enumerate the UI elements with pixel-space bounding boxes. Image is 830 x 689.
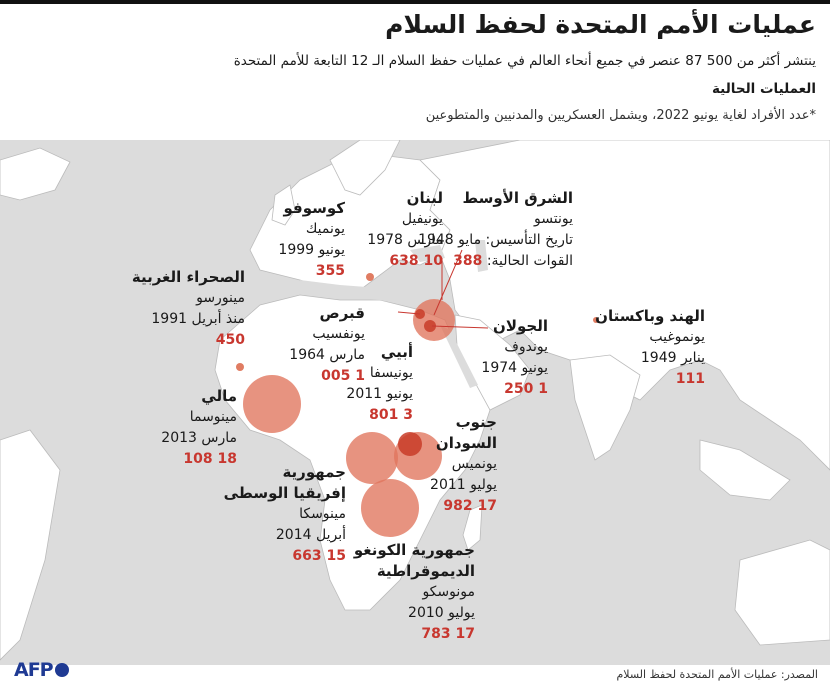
cyprus-name: قبرص [319, 304, 365, 322]
south-sudan-name-1: جنوب [455, 413, 497, 431]
india-pakistan-value: 111 [675, 371, 705, 387]
kosovo-date: يونيو 1999 [278, 242, 345, 258]
cyprus-value: 1 005 [321, 368, 365, 384]
cyprus-date: مارس 1964 [289, 347, 365, 363]
kosovo-name: كوسوفو [283, 199, 345, 217]
kosovo-value: 355 [315, 263, 345, 279]
south-sudan-date: يوليو 2011 [430, 477, 497, 493]
footnote: *عدد الأفراد لغاية يونيو 2022، ويشمل الع… [425, 108, 816, 123]
golan-value: 1 250 [504, 381, 548, 397]
section-heading: العمليات الحالية [712, 81, 816, 97]
abyei-name: أبيي [380, 343, 413, 361]
car-date: أبريل 2014 [275, 527, 346, 543]
bubble-golan[interactable] [424, 320, 436, 332]
bubble-lebanon[interactable] [413, 299, 455, 341]
middle-east-forces-label: القوات الحالية: [486, 253, 573, 269]
south-sudan-code: يونميس [451, 456, 497, 472]
mali-date: مارس 2013 [161, 430, 237, 446]
middle-east-name: الشرق الأوسط [462, 189, 573, 207]
label-mali: مالي مينوسما مارس 2013 18 108 [161, 386, 237, 470]
western-sahara-code: مينورسو [196, 290, 245, 306]
western-sahara-name: الصحراء الغربية [131, 268, 245, 286]
bubble-drc[interactable] [361, 479, 419, 537]
golan-date: يونيو 1974 [481, 360, 548, 376]
dot-india-pakistan[interactable] [593, 317, 599, 323]
lebanon-code: يونيفيل [401, 211, 443, 227]
abyei-code: يونيسفا [369, 365, 413, 381]
label-golan: الجولان يوندوف يونيو 1974 1 250 [481, 316, 548, 400]
bubble-mali[interactable] [243, 375, 301, 433]
car-value: 15 663 [292, 548, 346, 564]
label-abyei: أبيي يونيسفا يونيو 2011 3 801 [346, 342, 413, 426]
label-south-sudan: جنوب السودان يونميس يوليو 2011 17 982 [430, 412, 497, 517]
label-kosovo: كوسوفو يونميك يونيو 1999 355 [278, 198, 345, 282]
afp-logo: AFP [14, 659, 69, 681]
car-code: مينوسكا [299, 506, 346, 522]
lebanon-name: لبنان [406, 189, 443, 207]
mali-name: مالي [201, 387, 237, 405]
middle-east-date: تاريخ التأسيس: مايو 1948 [418, 232, 573, 248]
source-credit: المصدر: عمليات الأمم المتحدة لحفظ السلام [616, 668, 819, 681]
label-lebanon: لبنان يونيفيل مارس 1978 10 638 [367, 188, 443, 272]
car-name-2: إفريقيا الوسطى [223, 484, 346, 502]
drc-name-2: الديموقراطية [376, 562, 475, 580]
drc-date: يوليو 2010 [408, 605, 475, 621]
header: عمليات الأمم المتحدة لحفظ السلام ينتشر أ… [16, 8, 816, 125]
afp-text: AFP [14, 659, 54, 681]
dot-kosovo[interactable] [366, 273, 374, 281]
india-pakistan-date: يناير 1949 [640, 350, 705, 366]
bubble-car[interactable] [346, 432, 398, 484]
india-pakistan-code: يونموغيب [649, 329, 705, 345]
abyei-value: 3 801 [369, 407, 413, 423]
world-map: الشرق الأوسط يونتسو تاريخ التأسيس: مايو … [0, 140, 830, 665]
middle-east-value: 388 [453, 253, 483, 269]
label-cyprus: قبرص يونفسيب مارس 1964 1 005 [289, 303, 365, 387]
mali-code: مينوسما [189, 409, 237, 425]
dot-western-sahara[interactable] [236, 363, 244, 371]
middle-east-code: يونتسو [534, 211, 573, 227]
label-middle-east: الشرق الأوسط يونتسو تاريخ التأسيس: مايو … [418, 188, 573, 272]
western-sahara-value: 450 [215, 332, 245, 348]
lebanon-date: مارس 1978 [367, 232, 443, 248]
lebanon-value: 10 638 [389, 253, 443, 269]
afp-dot-icon [54, 663, 69, 677]
golan-code: يوندوف [504, 339, 548, 355]
south-sudan-value: 17 982 [443, 498, 497, 514]
top-rule [0, 0, 830, 4]
drc-code: مونوسكو [422, 584, 475, 600]
drc-name-1: جمهورية الكونغو [353, 541, 475, 559]
bubble-cyprus[interactable] [415, 309, 425, 319]
cyprus-code: يونفسيب [312, 326, 365, 342]
label-car: جمهورية إفريقيا الوسطى مينوسكا أبريل 201… [224, 462, 346, 567]
kosovo-code: يونميك [305, 221, 345, 237]
bubble-abyei[interactable] [398, 432, 422, 456]
label-western-sahara: الصحراء الغربية مينورسو منذ أبريل 1991 4… [132, 267, 245, 351]
subtitle: ينتشر أكثر من 500 87 عنصر في جميع أنحاء … [233, 53, 816, 69]
page-title: عمليات الأمم المتحدة لحفظ السلام [385, 10, 816, 39]
label-drc: جمهورية الكونغو الديموقراطية مونوسكو يول… [354, 540, 475, 645]
western-sahara-date: منذ أبريل 1991 [151, 311, 245, 327]
golan-name: الجولان [493, 317, 548, 335]
abyei-date: يونيو 2011 [346, 386, 413, 402]
label-india-pakistan: الهند وباكستان يونموغيب يناير 1949 111 [595, 306, 705, 390]
car-name-1: جمهورية [282, 463, 346, 481]
drc-value: 17 783 [421, 626, 475, 642]
mali-value: 18 108 [183, 451, 237, 467]
south-sudan-name-2: السودان [435, 434, 497, 452]
india-pakistan-name: الهند وباكستان [595, 307, 705, 325]
